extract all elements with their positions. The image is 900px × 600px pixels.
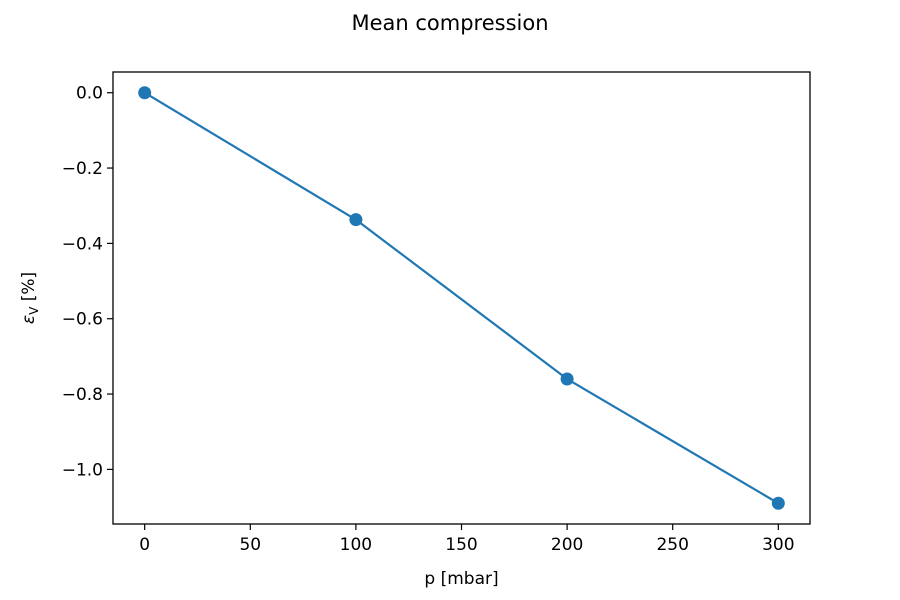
- data-point: [560, 372, 574, 386]
- y-axis-label: εV [%]: [19, 272, 41, 324]
- data-point: [349, 213, 363, 227]
- chart-title: Mean compression: [351, 11, 548, 35]
- x-tick-label: 100: [340, 535, 372, 555]
- plot-area: [138, 86, 785, 510]
- x-tick-label: 50: [239, 535, 261, 555]
- data-point: [138, 86, 152, 100]
- x-tick-label: 200: [551, 535, 583, 555]
- y-tick-label: −0.4: [62, 234, 103, 254]
- x-tick-label: 150: [445, 535, 477, 555]
- x-tick-label: 250: [656, 535, 688, 555]
- x-axis: 0 50 100 150 200 250 300: [139, 524, 795, 555]
- y-tick-label: −0.2: [62, 159, 103, 179]
- x-tick-label: 0: [139, 535, 150, 555]
- y-axis-label-symbol: ε: [19, 315, 39, 324]
- x-tick-label: 300: [762, 535, 794, 555]
- y-tick-label: −0.6: [62, 310, 103, 330]
- y-tick-label: −0.8: [62, 385, 103, 405]
- data-point: [771, 496, 785, 510]
- series-line: [144, 91, 779, 505]
- y-axis: 0.0 −0.2 −0.4 −0.6 −0.8 −1.0: [62, 84, 113, 480]
- y-tick-label: 0.0: [76, 84, 103, 104]
- y-tick-label: −1.0: [62, 460, 103, 480]
- x-axis-label: p [mbar]: [424, 569, 498, 589]
- y-axis-label-unit: [%]: [19, 272, 39, 307]
- y-axis-label-subscript: V: [27, 306, 41, 315]
